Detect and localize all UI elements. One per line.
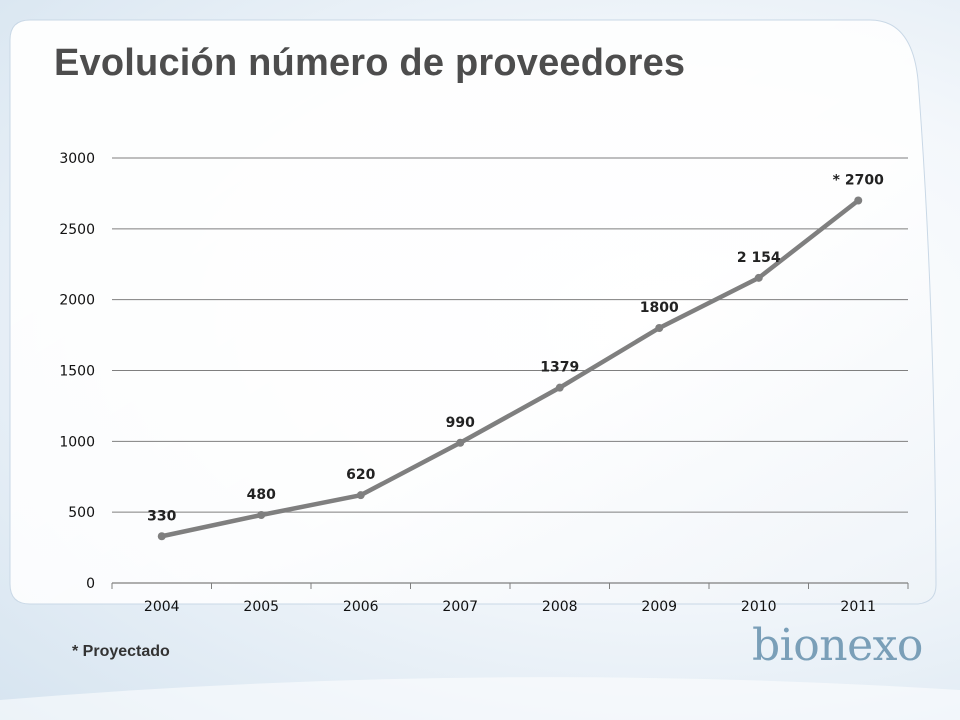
x-tick-label: 2005 [243, 599, 279, 615]
x-tick-label: 2008 [542, 599, 578, 615]
x-axis-ticks: 2004 2005 2006 2007 2008 2009 2010 2011 [144, 599, 876, 615]
series-line [159, 198, 861, 539]
bionexo-logo: bionexo [752, 620, 923, 671]
data-point [157, 532, 166, 541]
x-tick-label: 2006 [343, 599, 379, 615]
data-point [555, 383, 564, 392]
data-label: 480 [247, 487, 276, 503]
y-axis-ticks: 0 500 1000 1500 2000 2500 3000 [59, 151, 95, 592]
data-label: 620 [346, 467, 375, 483]
x-tick-label: 2009 [641, 599, 677, 615]
series-line-group [157, 196, 863, 541]
data-label: * 2700 [833, 173, 884, 189]
chart-gridlines [111, 157, 909, 589]
y-tick-label: 500 [68, 505, 95, 521]
y-tick-label: 2000 [59, 293, 95, 309]
footnote: * Proyectado [72, 643, 170, 660]
x-tick-label: 2011 [840, 599, 876, 615]
data-point [257, 511, 266, 519]
data-label: 990 [446, 415, 475, 431]
data-point [754, 273, 763, 282]
x-tick-label: 2004 [144, 599, 180, 615]
data-label: 1379 [540, 360, 579, 376]
data-label: 1800 [640, 300, 679, 316]
y-tick-label: 1500 [59, 364, 95, 380]
y-tick-label: 2500 [59, 222, 95, 238]
data-point [655, 324, 664, 332]
data-point [854, 196, 863, 205]
data-label: 330 [147, 508, 176, 524]
logo-text: bionexo [752, 620, 923, 671]
x-tick-label: 2010 [741, 599, 777, 615]
y-tick-label: 0 [86, 576, 95, 592]
page-title: Evolución número de proveedores [54, 42, 686, 84]
data-labels: 330 480 620 990 1379 1800 2 154 * 2700 [147, 173, 884, 525]
y-tick-label: 3000 [59, 151, 95, 167]
data-point [456, 438, 465, 447]
x-tick-label: 2007 [442, 599, 478, 615]
data-label: 2 154 [737, 250, 781, 266]
data-point [356, 491, 365, 500]
y-tick-label: 1000 [59, 434, 95, 450]
